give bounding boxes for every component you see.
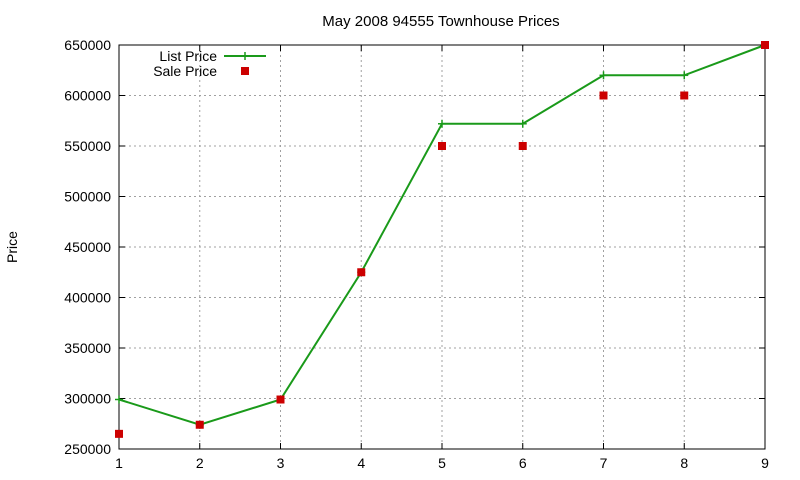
y-tick-label: 300000 [64,391,111,407]
x-tick-label: 1 [115,455,123,471]
y-tick-label: 600000 [64,88,111,104]
y-tick-label: 550000 [64,138,111,154]
x-tick-label: 5 [438,455,446,471]
y-tick-label: 250000 [64,441,111,457]
sale-price-point [761,41,769,49]
y-tick-label: 350000 [64,340,111,356]
list-price-point [518,119,527,128]
sale-price-point [195,420,204,429]
y-tick-label: 500000 [64,189,111,205]
list-price-point [680,71,689,80]
legend-label-sale-price: Sale Price [153,63,217,79]
y-axis-label: Price [4,231,20,263]
sale-price-point [438,142,446,150]
list-price-point [599,71,608,80]
sale-price-point [680,91,689,100]
chart-title: May 2008 94555 Townhouse Prices [322,13,559,30]
x-tick-label: 2 [196,455,204,471]
grid-lines [119,45,765,449]
x-tick-label: 3 [277,455,285,471]
x-tick-label: 8 [680,455,688,471]
sale-price-point [357,268,366,277]
list-price-point [115,395,123,404]
sale-price-point [115,429,123,438]
axis-ticks: 250000 300000 350000 400000 450000 500000 5500… [64,37,769,471]
x-tick-label: 4 [357,455,365,471]
legend-label-list-price: List Price [159,48,217,64]
x-tick-label: 6 [519,455,527,471]
sale-price-point [518,142,527,150]
y-tick-label: 450000 [64,239,111,255]
x-tick-label: 7 [600,455,608,471]
legend-swatch-sale-price [241,67,249,75]
y-tick-label: 650000 [64,37,111,53]
list-price-point [438,119,446,128]
sale-price-point [599,91,608,100]
x-tick-label: 9 [761,455,769,471]
data-series [115,41,769,438]
sale-price-point [276,395,285,404]
y-tick-label: 400000 [64,290,111,306]
